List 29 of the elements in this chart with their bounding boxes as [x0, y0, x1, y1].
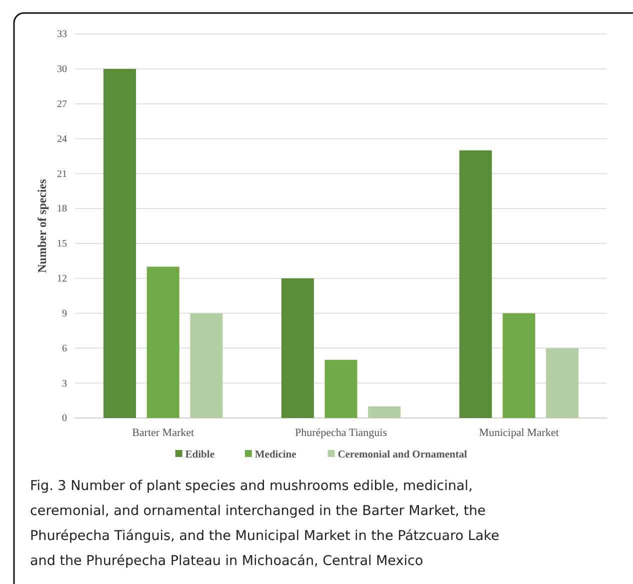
y-axis-title: Number of species	[35, 178, 49, 273]
y-tick-label: 3	[62, 378, 67, 390]
bar	[546, 348, 579, 418]
y-tick-label: 30	[57, 64, 67, 76]
legend-label: Ceremonial and Ornamental	[338, 450, 468, 461]
y-tick-label: 0	[62, 413, 67, 424]
y-tick-label: 24	[57, 134, 67, 145]
bar	[459, 150, 492, 418]
bar	[281, 278, 314, 418]
bar	[502, 313, 536, 418]
x-tick-label: Phurépecha Tianguis	[295, 427, 387, 439]
bar	[190, 313, 223, 418]
y-tick-label: 21	[57, 168, 67, 180]
x-tick-label: Barter Market	[132, 427, 194, 439]
bar	[368, 406, 401, 418]
y-tick-label: 9	[62, 308, 67, 320]
y-tick-label: 18	[57, 204, 67, 215]
y-tick-label: 6	[62, 343, 67, 354]
y-tick-label: 27	[57, 99, 67, 110]
bar	[324, 360, 358, 418]
y-tick-label: 15	[57, 238, 67, 250]
y-tick-label: 33	[57, 29, 67, 40]
y-tick-label: 12	[57, 274, 67, 285]
legend-label: Medicine	[254, 450, 297, 461]
bar	[146, 266, 180, 418]
bar	[103, 68, 136, 418]
x-tick-label: Municipal Market	[479, 427, 559, 439]
caption: Fig. 3 Number of plant species and mushrooms edible, medicinal, ceremonial, and ornamental interchanged in the Barter Market, the Phurépecha Tiánguis, and the Municipal Market in the Pátzcuaro Lake and the Phurépecha Plateau in Michoacán, Central Mexico	[30, 478, 500, 569]
legend-label: Edible	[185, 450, 215, 461]
